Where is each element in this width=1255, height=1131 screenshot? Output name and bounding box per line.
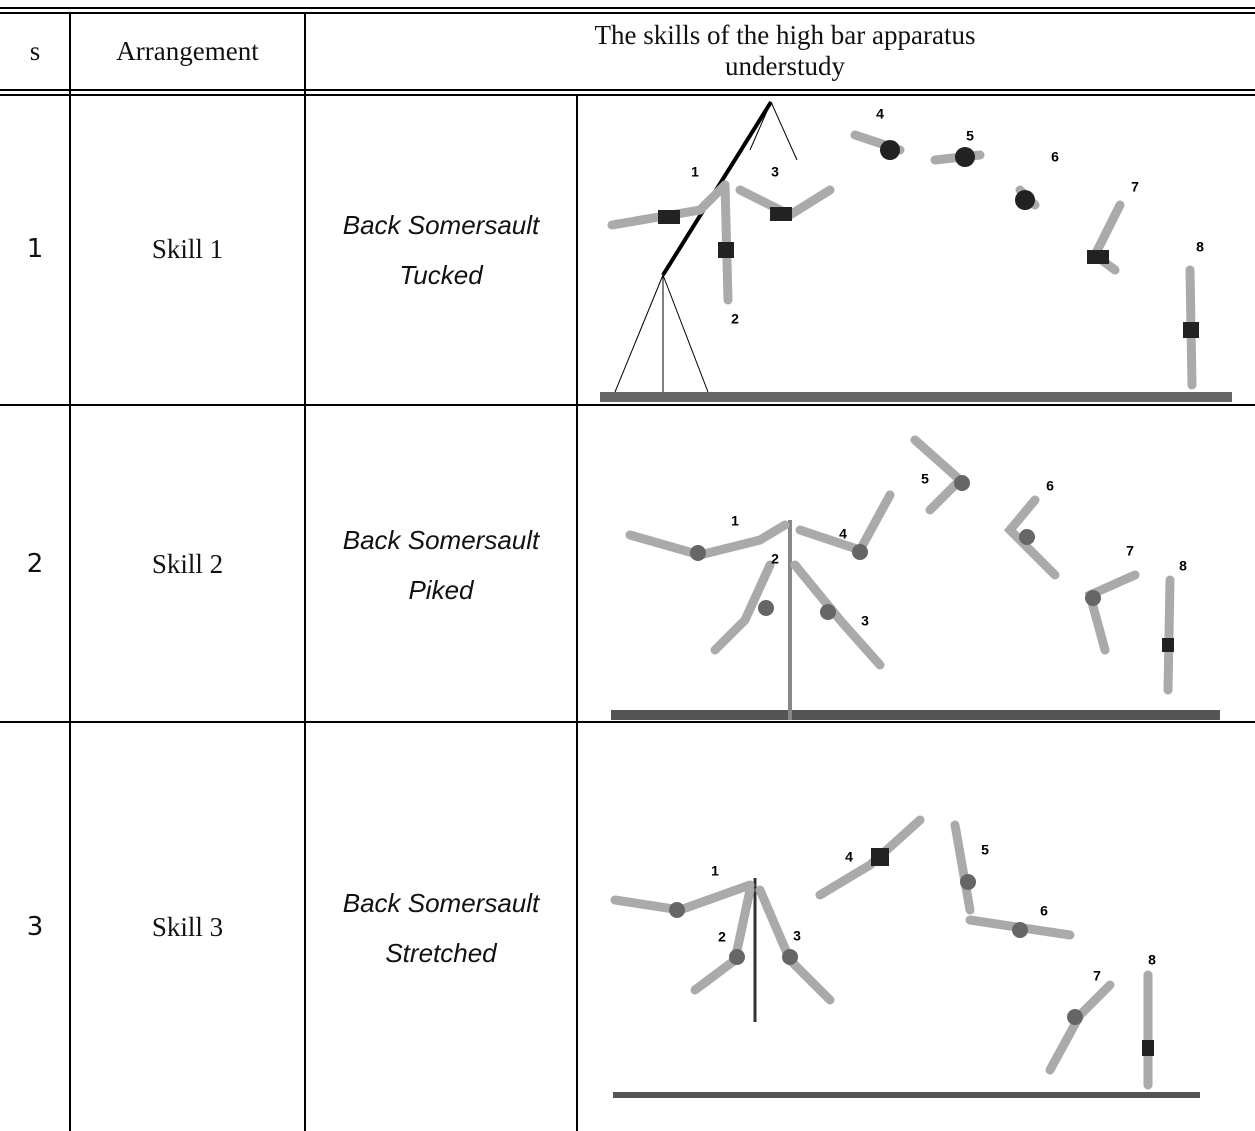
row-number: 2 xyxy=(26,549,44,579)
skill-name: Back Somersault xyxy=(342,888,540,918)
figure-label: 6 xyxy=(1051,149,1059,165)
skill-name: Back Somersault xyxy=(342,210,540,240)
figure-label: 2 xyxy=(718,929,726,945)
figure-label: 7 xyxy=(1131,179,1139,195)
figure-label: 1 xyxy=(691,164,699,180)
figure-label: 6 xyxy=(1040,903,1048,919)
header-cell: s xyxy=(29,36,41,66)
figure-label: 2 xyxy=(771,551,779,567)
figure-apparatus xyxy=(600,100,1232,1098)
figure-label: 1 xyxy=(731,513,739,529)
arrangement: Skill 2 xyxy=(151,549,224,579)
figure-label: 5 xyxy=(966,128,974,144)
figure-label: 2 xyxy=(731,311,739,327)
figure-athletes xyxy=(607,130,1197,1090)
figure-label: 4 xyxy=(876,106,884,122)
figure-label: 5 xyxy=(921,471,929,487)
figure-label: 8 xyxy=(1196,239,1204,255)
figure-shorts xyxy=(658,140,1199,1056)
skill-name: Stretched xyxy=(385,938,497,968)
figure-label: 3 xyxy=(793,928,801,944)
figure-label: 8 xyxy=(1148,952,1156,968)
figure-label: 7 xyxy=(1126,543,1134,559)
arrangement: Skill 3 xyxy=(151,912,224,942)
figure-label: 4 xyxy=(845,849,853,865)
figure-label: 1 xyxy=(711,863,719,879)
figure-label: 5 xyxy=(981,842,989,858)
header-cell: Arrangement xyxy=(116,36,259,66)
skill-name: Tucked xyxy=(399,260,483,290)
skill-name: Piked xyxy=(408,575,474,605)
row-number: 3 xyxy=(26,912,44,942)
figure-label: 4 xyxy=(839,526,847,542)
figure-label: 7 xyxy=(1093,968,1101,984)
figure-label: 3 xyxy=(771,164,779,180)
row-number: 1 xyxy=(26,234,44,264)
arrangement: Skill 1 xyxy=(151,234,224,264)
figure-label: 6 xyxy=(1046,478,1054,494)
figure-label: 3 xyxy=(861,613,869,629)
figure-label: 8 xyxy=(1179,558,1187,574)
skill-name: Back Somersault xyxy=(342,525,540,555)
table-lines xyxy=(0,7,1255,1131)
header-cell: The skills of the high bar apparatus und… xyxy=(594,20,976,81)
